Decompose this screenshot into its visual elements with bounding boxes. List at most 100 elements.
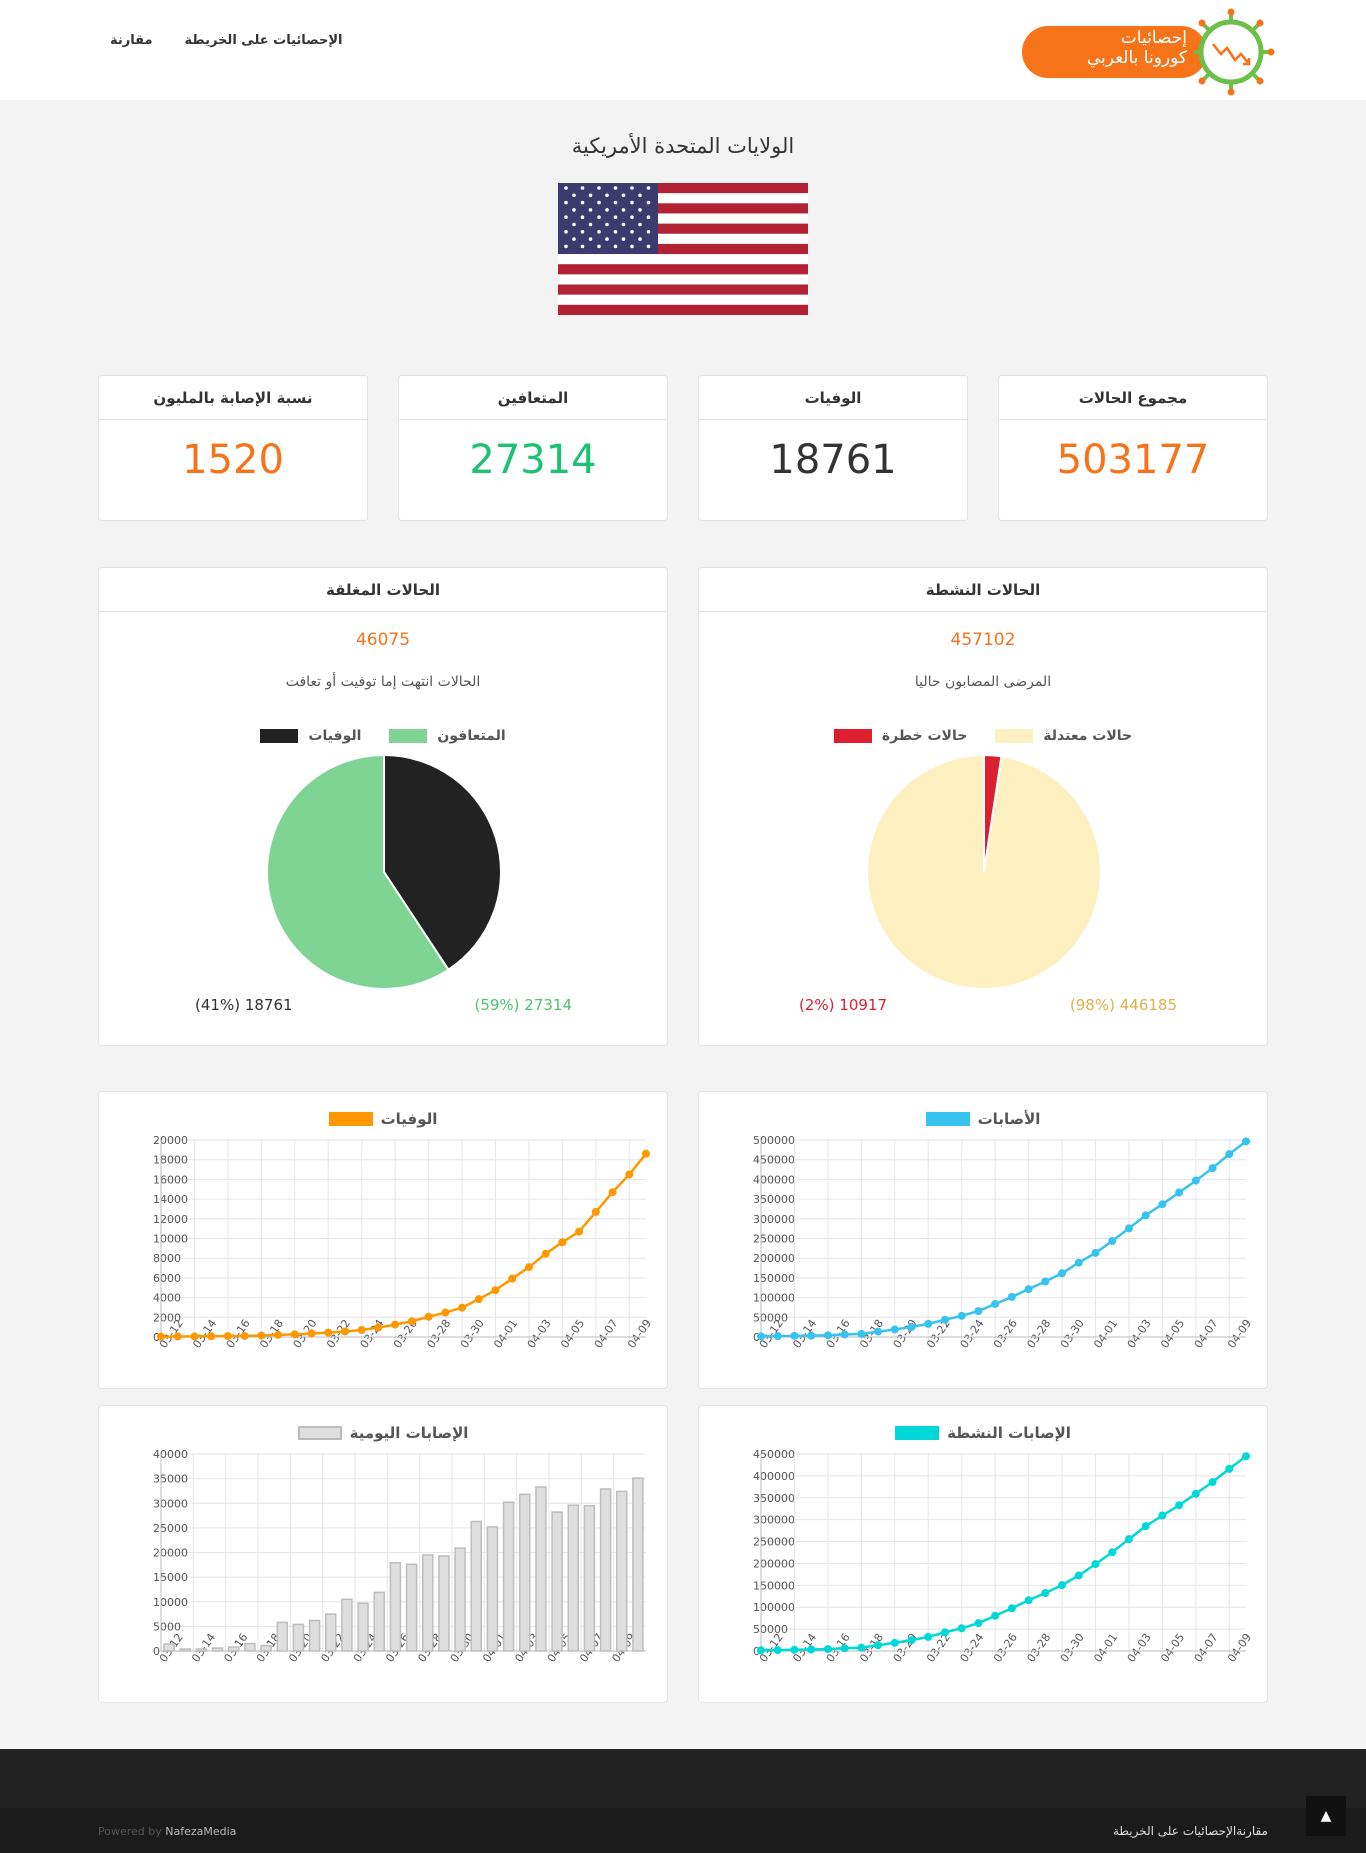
data-point xyxy=(240,1331,249,1340)
site-logo[interactable]: إحصائيات كورونا بالعربي xyxy=(1022,8,1275,98)
legend-label: الوفيات xyxy=(308,728,362,744)
legend-item-deaths[interactable]: الوفيات xyxy=(260,728,361,744)
y-tick-label: 400000 xyxy=(753,1173,795,1186)
flag-star xyxy=(580,230,585,234)
pie-label-recovered: 27314 (59%) xyxy=(474,996,572,1014)
data-point xyxy=(340,1327,349,1336)
stat-card-total: مجموع الحالات 503177 xyxy=(998,375,1268,521)
flag-star xyxy=(572,193,576,198)
data-point xyxy=(558,1238,567,1247)
bar xyxy=(324,1613,337,1652)
legend-item-mild[interactable]: حالات معتدلة xyxy=(995,728,1132,744)
country-title: الولايات المتحدة الأمريكية xyxy=(571,134,795,158)
flag-star xyxy=(646,186,651,190)
flag-star xyxy=(588,208,593,212)
flag-star xyxy=(597,215,601,219)
chart-legend[interactable]: الأصابات xyxy=(699,1110,1267,1128)
pie-slice-mild xyxy=(866,754,1102,990)
y-tick-label: 5000 xyxy=(153,1620,181,1633)
data-point xyxy=(458,1303,467,1312)
flag-star xyxy=(564,200,568,205)
data-point xyxy=(1158,1200,1167,1209)
y-tick-label: 6000 xyxy=(153,1272,181,1285)
deaths-chart: 2000018000160001400012000100008000600040… xyxy=(153,1134,654,1351)
data-point xyxy=(190,1332,199,1341)
closed-cases-desc: الحالات انتهت إما توفيت أو تعافت xyxy=(285,674,481,690)
nav-compare-link[interactable]: مقارنة xyxy=(110,33,153,48)
y-tick-label: 15000 xyxy=(153,1571,188,1584)
y-tick-label: 300000 xyxy=(753,1514,795,1527)
data-point xyxy=(1208,1164,1217,1173)
data-point xyxy=(1124,1224,1133,1233)
data-point xyxy=(807,1645,816,1654)
bar xyxy=(567,1504,580,1652)
data-point xyxy=(1074,1258,1083,1267)
closed-cases-pie xyxy=(266,754,502,990)
flag-star xyxy=(580,215,585,219)
chart-legend[interactable]: الوفيات xyxy=(99,1110,667,1128)
pie-label-deaths: 18761 (41%) xyxy=(195,996,293,1014)
y-tick-label: 50000 xyxy=(753,1311,788,1324)
bar xyxy=(405,1563,418,1652)
data-point xyxy=(391,1320,400,1329)
data-point xyxy=(907,1636,916,1645)
y-tick-label: 18000 xyxy=(153,1154,188,1167)
stat-card-recovered: المتعافين 27314 xyxy=(398,375,668,521)
bar xyxy=(179,1648,192,1652)
series-line xyxy=(160,1153,647,1338)
cases-chart-card: 500000 450000 400000 350000 300000 250000 2000… xyxy=(698,1091,1268,1389)
scroll-to-top-button[interactable]: ▲ xyxy=(1306,1796,1346,1836)
pie-label-serious: 10917 (2%) xyxy=(799,996,887,1014)
flag-star xyxy=(630,215,634,219)
flag-star xyxy=(580,200,585,205)
data-point xyxy=(1242,1452,1250,1461)
chart-legend[interactable]: الإصابات النشطة xyxy=(699,1424,1267,1442)
legend-swatch xyxy=(833,729,872,743)
legend-label: حالات خطرة xyxy=(881,728,968,744)
data-point xyxy=(874,1327,883,1336)
legend-swatch xyxy=(328,1112,373,1126)
data-point xyxy=(1007,1604,1016,1613)
y-tick-label: 250000 xyxy=(753,1536,795,1549)
y-tick-label: 0 xyxy=(753,1331,760,1344)
flag-star xyxy=(630,244,634,249)
data-point xyxy=(790,1645,799,1654)
virus-icon xyxy=(1187,8,1275,96)
y-tick-label: 200000 xyxy=(753,1252,795,1265)
legend-item-recovered[interactable]: المتعافون xyxy=(389,728,506,744)
data-point xyxy=(1058,1269,1067,1278)
y-tick-label: 300000 xyxy=(753,1213,795,1226)
series-line xyxy=(760,1455,1247,1652)
data-point xyxy=(940,1315,949,1324)
y-tick-label: 40000 xyxy=(153,1448,188,1461)
bar xyxy=(292,1623,305,1652)
data-point xyxy=(1058,1581,1067,1590)
nav-map-link[interactable]: الإحصائيات على الخريطة xyxy=(184,33,343,48)
data-point xyxy=(625,1170,634,1179)
data-point xyxy=(642,1149,650,1158)
powered-brand[interactable]: NafezaMedia xyxy=(165,1825,237,1838)
bar xyxy=(357,1602,369,1652)
y-tick-label: 0 xyxy=(153,1331,160,1344)
logo-text-line1: إحصائيات xyxy=(1120,28,1187,48)
flag-star xyxy=(613,230,618,234)
data-point xyxy=(591,1207,600,1216)
y-tick-label: 10000 xyxy=(153,1596,188,1609)
data-point xyxy=(924,1632,933,1641)
data-point xyxy=(1108,1548,1117,1557)
legend-item-serious[interactable]: حالات خطرة xyxy=(833,728,968,744)
flag-star xyxy=(638,222,642,227)
footer-map-link[interactable]: الإحصائيات على الخريطة xyxy=(1112,1824,1237,1838)
flag-star xyxy=(646,215,651,219)
flag-star xyxy=(646,200,651,205)
bar xyxy=(486,1526,499,1652)
data-point xyxy=(357,1326,366,1335)
bar xyxy=(502,1501,515,1652)
y-tick-label: 350000 xyxy=(753,1492,795,1505)
bar xyxy=(470,1520,483,1652)
y-tick-label: 0 xyxy=(753,1645,760,1658)
data-point xyxy=(991,1299,1000,1308)
footer-compare-link[interactable]: مقارنة xyxy=(1236,1824,1268,1838)
data-point xyxy=(1191,1176,1200,1185)
chart-legend[interactable]: الإصابات اليومية xyxy=(99,1424,667,1442)
